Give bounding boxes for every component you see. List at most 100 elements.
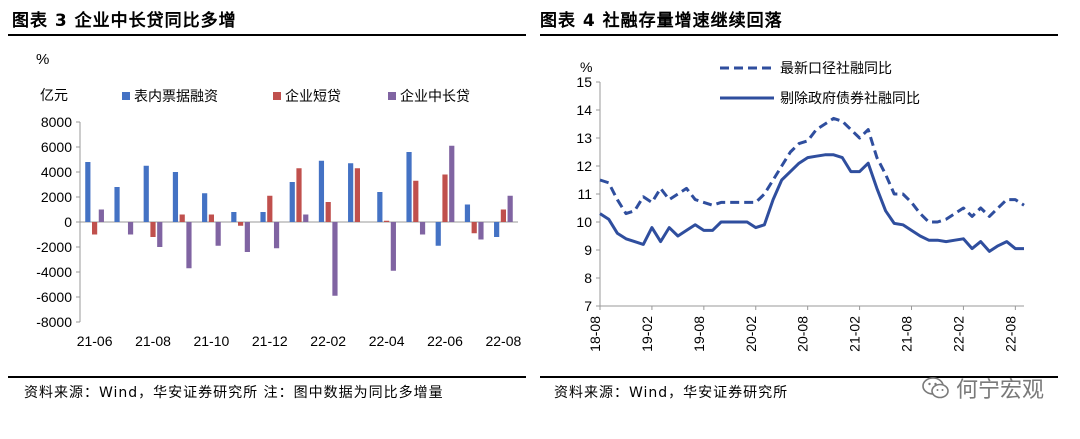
line-x-tick-label: 18-08 [587, 316, 603, 352]
line-y-tick-label: 7 [584, 298, 592, 314]
bar-21-12-s1 [267, 195, 273, 222]
bar-21-10-s0 [202, 193, 208, 222]
left-bottom-rule [8, 376, 526, 378]
bar-22-01-s2 [303, 214, 309, 222]
bar-22-02-s1 [325, 202, 331, 222]
bar-21-12-s2 [273, 222, 280, 249]
bar-y-tick-label: -4000 [36, 264, 72, 280]
bar-21-07-s2 [127, 222, 134, 235]
bar-x-tick-label: 22-06 [427, 333, 463, 349]
right-bottom-rule [540, 376, 1058, 378]
bar-y-tick-labels: -8000 -6000 -4000 -2000 0 2000 4000 6000 8000 [36, 114, 72, 330]
line-x-tick-label: 21-02 [847, 316, 863, 352]
bar-21-09-s2 [186, 222, 192, 269]
bar-legend-swatch [388, 92, 396, 100]
line-y-tick-label: 15 [576, 74, 592, 90]
line-series-1 [599, 153, 1024, 253]
bar-22-04-s0 [377, 192, 383, 222]
bar-marks [85, 145, 513, 296]
bar-21-09-s0 [172, 172, 179, 222]
bar-unit-percent: % [36, 51, 49, 68]
bar-22-04-s2 [390, 222, 396, 271]
bar-21-06-s0 [85, 162, 91, 222]
bar-21-08-s1 [150, 222, 156, 237]
bar-21-11-s0 [231, 212, 237, 222]
bar-22-06-s0 [435, 222, 441, 246]
bar-22-03-s1 [354, 168, 360, 222]
bar-22-07-s1 [471, 222, 477, 234]
line-y-tick-label: 8 [584, 270, 592, 286]
bar-x-tick-label: 22-08 [485, 333, 521, 349]
bar-legend: 表内票据融资 企业短贷 企业中长贷 [122, 88, 470, 104]
bar-22-04-s1 [384, 220, 390, 222]
right-figure-panel: 图表 4 社融存量增速继续回落 % 最新口径社融同比剔除政府债券社融同比 7 8 9… [540, 0, 1080, 439]
bar-y-tick-label: 2000 [41, 189, 72, 205]
bar-21-11-s2 [244, 222, 250, 252]
bar-legend-swatch [122, 92, 130, 100]
bar-21-10-s1 [208, 214, 214, 222]
left-top-rule [8, 34, 526, 36]
bar-x-tick-label: 21-12 [252, 333, 288, 349]
bar-22-08-s0 [494, 222, 500, 237]
line-y-tick-label: 14 [576, 102, 592, 118]
bar-y-tick-label: -2000 [36, 239, 72, 255]
bar-21-08-s2 [157, 222, 163, 247]
line-y-tick-label: 11 [577, 186, 592, 202]
bar-unit-yiyuan: 亿元 [40, 87, 68, 103]
line-x-tick-label: 22-08 [1002, 316, 1018, 352]
line-x-tick-label: 20-08 [795, 316, 811, 352]
bar-legend-label: 表内票据融资 [134, 88, 218, 104]
wechat-icon [922, 377, 949, 399]
bar-21-06-s1 [92, 222, 98, 235]
watermark-text: 何宁宏观 [955, 378, 1044, 403]
line-x-tick-label: 20-02 [743, 316, 759, 352]
left-figure-title: 图表 3 企业中长贷同比多增 [12, 11, 237, 31]
bar-legend-label: 企业中长贷 [400, 88, 470, 104]
bar-22-01-s1 [296, 168, 302, 222]
line-series-0 [599, 116, 1025, 224]
right-top-rule [540, 34, 1058, 36]
line-legend-label: 剔除政府债券社融同比 [780, 90, 920, 106]
bar-legend-swatch [273, 92, 281, 100]
bar-21-12-s0 [260, 212, 266, 222]
line-x-tick-labels: 18-08 19-02 19-08 20-02 20-08 21-02 21-08 22-02… [587, 316, 1018, 352]
bar-22-06-s2 [449, 145, 455, 222]
line-marks [599, 116, 1025, 253]
bar-chart: % 亿元 表内票据融资 企业短贷 企业中长贷 -8000 -6000 -4000 -200… [36, 51, 522, 349]
right-source-note: 资料来源：Wind，华安证券研究所 [554, 385, 789, 401]
bar-y-tick-label: 8000 [41, 114, 72, 130]
bar-22-06-s1 [442, 174, 448, 222]
bar-22-07-s0 [464, 204, 471, 222]
line-axes [596, 81, 1024, 310]
bar-21-06-s2 [98, 209, 104, 222]
right-figure-title: 图表 4 社融存量增速继续回落 [540, 11, 783, 31]
line-y-tick-label: 12 [576, 158, 592, 174]
bar-x-tick-labels: 21-06 21-08 21-10 21-12 22-02 22-04 22-06 22-08 [77, 333, 522, 349]
bar-22-03-s0 [348, 163, 354, 222]
line-x-tick-label: 19-02 [639, 316, 655, 352]
bar-22-01-s0 [289, 182, 295, 222]
bar-22-02-s2 [332, 222, 338, 296]
line-legend-label: 最新口径社融同比 [780, 60, 892, 76]
line-y-tick-label: 10 [576, 214, 592, 230]
bar-22-08-s2 [507, 195, 513, 222]
bar-y-tick-label: -6000 [36, 289, 72, 305]
bar-21-09-s1 [179, 214, 185, 222]
bar-x-tick-label: 21-08 [135, 333, 171, 349]
bar-x-tick-label: 21-06 [77, 333, 113, 349]
line-y-tick-label: 13 [576, 130, 592, 146]
watermark: 何宁宏观 [922, 372, 1044, 404]
line-y-tick-label: 9 [584, 242, 592, 258]
bar-y-tick-label: 0 [64, 214, 72, 230]
bar-21-08-s0 [143, 165, 149, 222]
bar-22-05-s0 [406, 152, 412, 222]
line-x-tick-label: 19-08 [691, 316, 707, 352]
bar-legend-label: 企业短贷 [285, 88, 341, 104]
bar-22-05-s2 [419, 222, 426, 235]
line-unit-percent: % [580, 59, 592, 75]
bar-22-08-s1 [500, 209, 506, 222]
line-y-tick-labels: 7 8 9 10 11 12 13 14 15 [576, 74, 592, 314]
left-figure-panel: 图表 3 企业中长贷同比多增 % 亿元 表内票据融资 企业短贷 企业中长贷 -800… [8, 11, 526, 401]
